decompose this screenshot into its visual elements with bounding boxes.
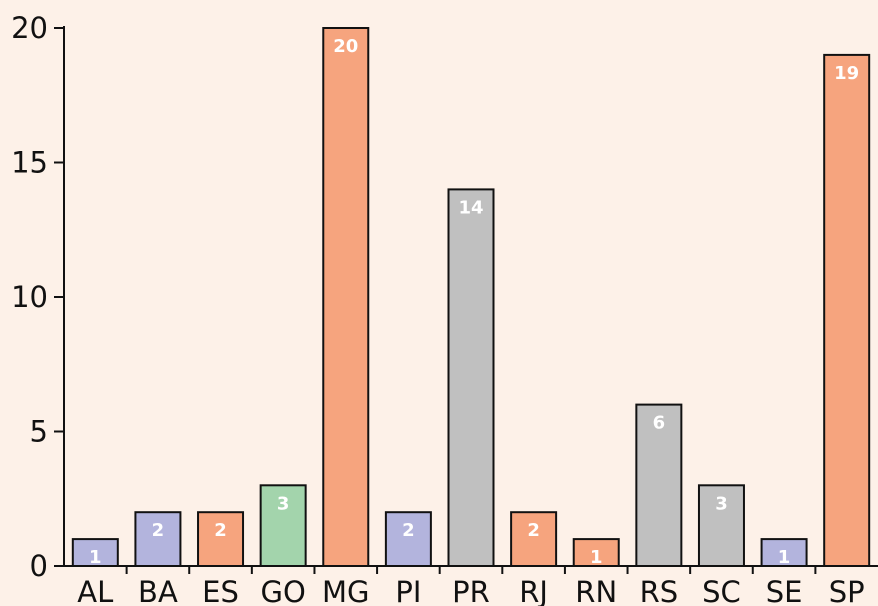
data-label-rj: 2 [527,520,540,541]
x-tick-label-rj: RJ [519,575,548,606]
bar-rj [510,511,558,568]
x-tick-label-rn: RN [575,575,617,606]
x-tick-label-es: ES [202,575,239,606]
x-axis: AL BA ES GO MG PI PR RJ RN RS SC SE SP [64,565,878,606]
bar-es [197,511,245,568]
x-tick-label-go: GO [260,575,305,606]
bar-mg [322,27,370,567]
data-label-rn: 1 [590,547,603,568]
x-tick-label-rs: RS [640,575,679,606]
bar-rs [635,403,683,567]
bar-se [760,538,808,567]
bar-pi [384,511,432,568]
y-tick-label: 10 [11,280,48,314]
data-label-sp: 19 [834,63,859,84]
data-label-es: 2 [214,520,227,541]
bars: 1 2 2 3 20 2 14 2 1 6 3 1 19 [71,27,871,568]
x-tick-label-ba: BA [138,575,178,606]
y-tick-label: 0 [30,549,48,583]
bar-pr [447,188,495,567]
data-label-pi: 2 [402,520,415,541]
x-tick-label-pi: PI [395,575,421,606]
x-tick-label-se: SE [766,575,803,606]
data-label-ba: 2 [152,520,165,541]
x-tick-label-sc: SC [702,575,741,606]
y-axis: 0 5 10 15 20 [11,11,65,583]
x-tick-label-pr: PR [452,575,490,606]
data-label-mg: 20 [333,36,358,57]
bar-sp [823,53,871,568]
bar-rn [572,538,620,567]
data-label-go: 3 [277,493,290,514]
x-tick-label-mg: MG [322,575,370,606]
y-tick-label: 20 [11,11,48,45]
data-label-rs: 6 [653,413,666,434]
y-tick-label: 5 [30,415,48,449]
x-tick-label-sp: SP [829,575,865,606]
data-label-pr: 14 [458,197,483,218]
y-tick-label: 15 [11,146,48,180]
bar-ba [134,511,182,568]
data-label-se: 1 [778,547,791,568]
data-label-sc: 3 [715,493,728,514]
data-label-al: 1 [89,547,102,568]
x-tick-label-al: AL [77,575,113,606]
